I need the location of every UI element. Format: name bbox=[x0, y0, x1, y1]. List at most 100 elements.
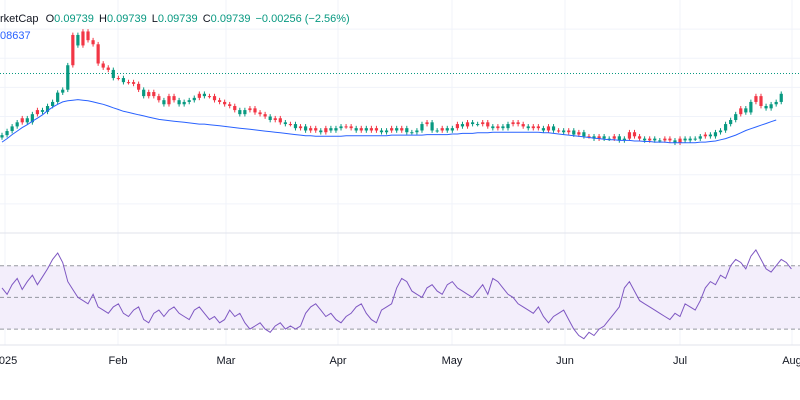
candle-body bbox=[572, 130, 576, 135]
candle-body bbox=[415, 130, 419, 133]
candle-body bbox=[324, 128, 328, 133]
candle-body bbox=[344, 126, 348, 128]
candle-body bbox=[273, 118, 277, 120]
candle-body bbox=[430, 122, 434, 131]
candle-body bbox=[91, 40, 95, 45]
candle-body bbox=[425, 122, 429, 125]
candle-body bbox=[304, 126, 308, 131]
candle-body bbox=[774, 101, 778, 105]
candle-body bbox=[729, 119, 733, 125]
candle-body bbox=[551, 126, 556, 131]
candle-body bbox=[612, 136, 616, 139]
candle-body bbox=[364, 128, 368, 131]
candle-body bbox=[157, 96, 161, 101]
candle-body bbox=[405, 128, 409, 133]
candle-body bbox=[420, 124, 424, 131]
candle-body bbox=[587, 136, 591, 138]
x-tick-label: Mar bbox=[217, 355, 236, 367]
candle-body bbox=[673, 140, 677, 143]
candle-body bbox=[329, 128, 333, 131]
x-tick-label: May bbox=[442, 355, 463, 367]
candle-body bbox=[197, 93, 201, 98]
candle-body bbox=[298, 126, 303, 129]
candle-body bbox=[455, 124, 459, 129]
candle-body bbox=[759, 96, 763, 107]
candle-body bbox=[86, 31, 90, 41]
candle-body bbox=[703, 134, 707, 137]
candle-body bbox=[369, 128, 373, 131]
low-label: L bbox=[151, 13, 158, 25]
candle-body bbox=[278, 118, 282, 123]
candle-body bbox=[663, 138, 667, 141]
symbol-name: rketCap bbox=[0, 13, 39, 25]
candle-body bbox=[557, 130, 561, 132]
grid-lines bbox=[0, 0, 800, 345]
candle-body bbox=[192, 97, 196, 101]
candle-body bbox=[5, 131, 9, 136]
candle-body bbox=[410, 132, 414, 134]
open-label: O bbox=[45, 13, 55, 25]
candle-body bbox=[531, 126, 535, 129]
x-tick-label: 2025 bbox=[0, 355, 17, 367]
candle-body bbox=[582, 132, 586, 137]
rsi-line bbox=[1, 248, 792, 340]
candle-body bbox=[648, 138, 652, 141]
candle-body bbox=[30, 114, 34, 123]
candle-body bbox=[597, 136, 601, 139]
candle-body bbox=[334, 128, 338, 131]
candle-body bbox=[465, 122, 470, 127]
candle-body bbox=[374, 128, 379, 131]
candle-body bbox=[779, 93, 783, 102]
candle-body bbox=[622, 138, 626, 141]
candle-body bbox=[126, 82, 131, 84]
candle-body bbox=[749, 101, 753, 113]
candle-body bbox=[481, 122, 485, 125]
candle-body bbox=[379, 130, 384, 133]
candle-body bbox=[339, 126, 343, 129]
candle-body bbox=[501, 126, 505, 129]
candle-body bbox=[96, 44, 100, 64]
candle-body bbox=[450, 128, 454, 131]
candle-body bbox=[734, 114, 738, 120]
candle-body bbox=[632, 132, 637, 137]
candle-body bbox=[20, 118, 24, 123]
close-value: 0.09739 bbox=[210, 13, 251, 25]
candle-body bbox=[541, 128, 546, 131]
candle-body bbox=[577, 132, 581, 135]
candle-body bbox=[217, 100, 222, 102]
candle-body bbox=[121, 78, 126, 83]
candle-body bbox=[693, 138, 697, 140]
candle-body bbox=[131, 82, 136, 84]
candle-body bbox=[137, 83, 141, 90]
candle-body bbox=[617, 136, 621, 141]
candle-body bbox=[521, 124, 525, 127]
candle-body bbox=[182, 101, 186, 105]
candle-body bbox=[51, 101, 55, 107]
candle-body bbox=[390, 128, 394, 131]
candle-body bbox=[546, 126, 551, 131]
candles bbox=[0, 29, 783, 146]
candle-body bbox=[61, 89, 65, 93]
candle-body bbox=[45, 106, 50, 112]
high-value: 0.09739 bbox=[106, 13, 147, 25]
candle-body bbox=[35, 110, 40, 115]
candle-body bbox=[288, 124, 293, 126]
candle-body bbox=[349, 126, 353, 129]
candle-body bbox=[319, 130, 323, 133]
moving-average-line bbox=[1, 99, 777, 144]
candle-body bbox=[384, 130, 389, 133]
time-axis: 2025 Feb Mar Apr May Jun Jul Aug bbox=[0, 355, 800, 367]
high-label: H bbox=[98, 13, 107, 25]
candle-body bbox=[683, 138, 687, 141]
candle-body bbox=[71, 34, 75, 66]
candle-body bbox=[668, 138, 672, 141]
ohlc-legend: rketCap O0.09739 H0.09739 L0.09739 C0.09… bbox=[0, 13, 350, 25]
candle-body bbox=[769, 104, 773, 109]
candle-body bbox=[440, 128, 444, 131]
candle-body bbox=[101, 63, 105, 68]
candle-body bbox=[511, 122, 515, 125]
candle-body bbox=[293, 124, 298, 129]
candle-body bbox=[491, 126, 495, 129]
candle-body bbox=[536, 126, 540, 129]
